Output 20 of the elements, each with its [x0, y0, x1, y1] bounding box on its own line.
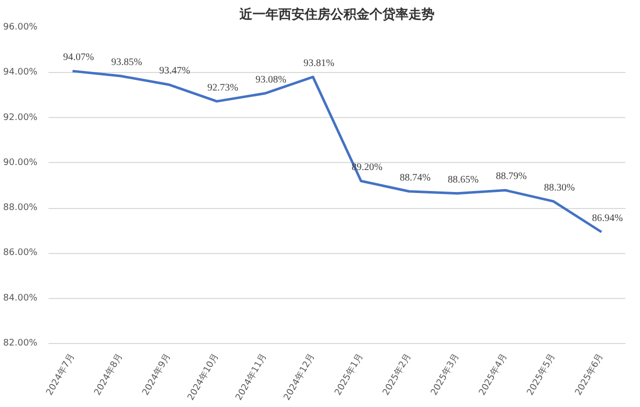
data-label: 88.74% — [400, 172, 431, 184]
data-label: 88.30% — [544, 182, 575, 194]
chart-title: 近一年西安住房公积金个贷率走势 — [238, 6, 434, 22]
data-label: 93.47% — [159, 66, 190, 77]
data-label: 93.08% — [255, 74, 286, 86]
data-label: 93.85% — [111, 57, 142, 68]
y-tick-label: 92.00% — [3, 112, 38, 123]
y-tick-label: 84.00% — [3, 293, 38, 304]
data-label: 94.07% — [63, 52, 94, 64]
y-tick-label: 82.00% — [3, 338, 38, 348]
data-label: 93.81% — [304, 58, 334, 69]
data-label: 86.94% — [592, 212, 623, 224]
data-label: 88.79% — [496, 171, 527, 182]
y-tick-label: 88.00% — [3, 203, 38, 214]
y-tick-label: 86.00% — [3, 248, 38, 258]
data-label: 92.73% — [207, 82, 238, 94]
data-label: 88.65% — [448, 174, 479, 186]
y-tick-label: 96.00% — [3, 22, 38, 32]
y-tick-label: 94.00% — [3, 68, 38, 78]
y-tick-label: 90.00% — [3, 158, 38, 168]
